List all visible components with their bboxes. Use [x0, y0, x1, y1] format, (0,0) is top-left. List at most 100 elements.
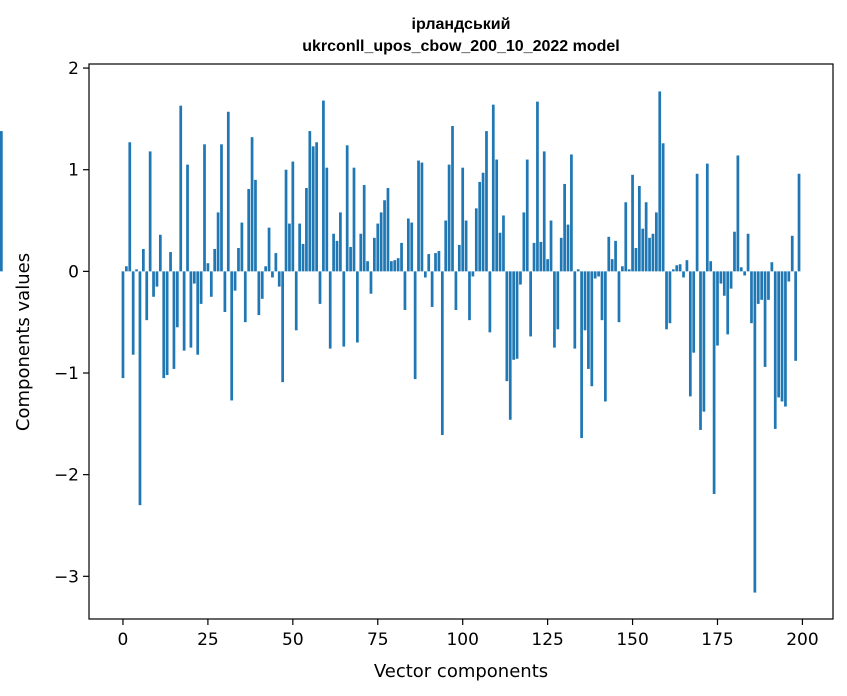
bar-144 — [610, 259, 614, 272]
bar-94 — [440, 271, 444, 436]
bar-40 — [257, 271, 261, 316]
bar-97 — [451, 126, 454, 272]
bar-189 — [763, 271, 767, 367]
bar-194 — [780, 271, 784, 402]
bar-76 — [379, 212, 383, 272]
bar-158 — [658, 91, 662, 272]
bar-119 — [525, 159, 529, 272]
bar-81 — [396, 258, 400, 272]
bar-101 — [464, 220, 468, 272]
bar-156 — [651, 233, 655, 272]
chart-title-line-1: ірландський — [412, 16, 511, 33]
bar-152 — [638, 185, 641, 272]
bar-141 — [600, 271, 604, 321]
bar-160 — [665, 271, 668, 330]
bar-21 — [192, 271, 196, 284]
bar-38 — [250, 137, 254, 272]
bar-121 — [532, 242, 536, 272]
bars-group — [0, 91, 801, 593]
x-tick-label: 25 — [197, 630, 219, 650]
bar-122 — [536, 101, 539, 272]
x-tick-label: 125 — [531, 630, 563, 650]
bar-167 — [688, 271, 692, 397]
bar-99 — [457, 244, 461, 272]
bar-12 — [162, 271, 166, 379]
bar-182 — [739, 267, 743, 272]
bar-114 — [508, 271, 512, 420]
bar-14 — [169, 252, 172, 272]
bar-106 — [481, 172, 485, 272]
bar-63 — [335, 240, 339, 272]
bar-177 — [722, 271, 726, 296]
bar-103 — [471, 271, 475, 277]
bar-148 — [624, 202, 628, 272]
bar-32 — [230, 271, 234, 401]
bar-5 — [138, 271, 142, 506]
bar-87 — [417, 160, 420, 272]
bar-64 — [339, 212, 342, 272]
bar-86 — [413, 271, 417, 380]
bar-188 — [760, 271, 764, 300]
bar-159 — [661, 143, 665, 272]
bar-107 — [485, 131, 488, 272]
bar-197 — [790, 235, 794, 272]
bar-57 — [315, 142, 318, 272]
bar-183 — [743, 271, 747, 276]
bar-124 — [542, 151, 546, 272]
bar-73 — [369, 271, 373, 294]
bar-147 — [621, 266, 624, 272]
bar-46 — [277, 271, 281, 287]
bar-179 — [729, 271, 733, 289]
bar-22 — [196, 271, 200, 355]
y-axis-ticks: −3 −2 −1 0 1 2 — [54, 59, 89, 587]
bar-154 — [644, 202, 648, 272]
bar-176 — [719, 271, 723, 284]
bar-136 — [583, 271, 587, 331]
bar-65 — [342, 271, 346, 347]
x-tick-label: 0 — [118, 630, 129, 650]
bar-71 — [362, 184, 366, 272]
bar-68 — [352, 167, 356, 272]
bar-36 — [243, 271, 247, 323]
x-axis-label: Vector components — [374, 661, 548, 682]
bar-6 — [142, 249, 145, 272]
bar-51 — [294, 271, 298, 331]
bar-37 — [247, 189, 251, 272]
bar-138 — [590, 271, 594, 387]
x-tick-label: 100 — [446, 630, 478, 650]
bar-31 — [226, 111, 230, 272]
bar-55 — [308, 131, 312, 272]
bar-133 — [573, 271, 577, 349]
bar-132 — [570, 154, 573, 272]
bar-187 — [756, 271, 760, 304]
bar-174 — [712, 271, 716, 494]
bar-18 — [182, 271, 186, 351]
bar-155 — [648, 237, 651, 272]
y-tick-label: 1 — [68, 161, 79, 181]
bar-145 — [614, 240, 617, 272]
bar-35 — [240, 222, 244, 272]
bar-78 — [386, 188, 390, 272]
bar-190 — [767, 271, 770, 300]
bar-9 — [152, 271, 155, 297]
bar-113 — [505, 271, 509, 382]
bar-27 — [213, 249, 217, 272]
bar-56 — [311, 146, 315, 272]
bar-169 — [695, 173, 699, 272]
bar-146 — [617, 271, 621, 323]
bar-149 — [627, 269, 631, 272]
bar-96 — [447, 164, 451, 272]
bar-52 — [298, 223, 301, 272]
bar-39 — [254, 179, 257, 272]
bar-112 — [502, 215, 505, 272]
bar-59 — [322, 100, 325, 272]
y-tick-label: 0 — [68, 262, 79, 282]
bar-109 — [491, 104, 495, 272]
bar-153 — [641, 228, 645, 272]
bar-196 — [787, 271, 791, 282]
bar-100 — [461, 167, 465, 272]
bar-173 — [709, 261, 713, 272]
bar-62 — [332, 233, 335, 272]
bar-172 — [705, 163, 709, 272]
